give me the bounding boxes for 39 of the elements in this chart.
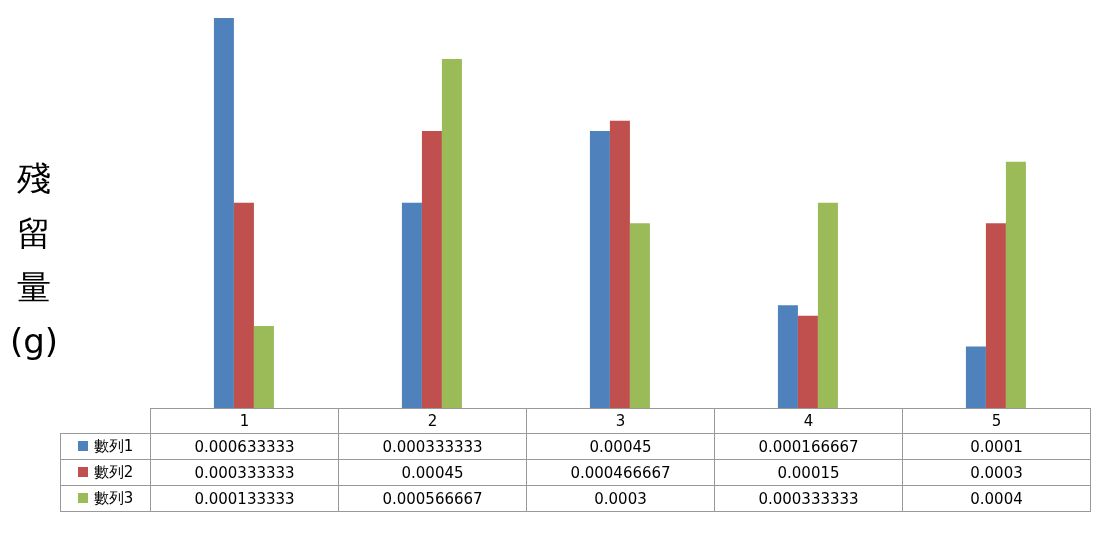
bar (609, 120, 630, 408)
data-label: 0.00015 (714, 459, 903, 486)
bar (233, 202, 254, 408)
x-tick-label: 5 (902, 408, 1091, 434)
y-axis-title: 殘留量(g) (8, 157, 60, 364)
bar (629, 223, 650, 408)
data-label: 0.0003 (902, 459, 1091, 486)
bar (213, 18, 234, 408)
data-label: 0.000466667 (526, 459, 715, 486)
legend-label: 數列1 (60, 433, 151, 460)
data-label: 0.000133333 (150, 485, 339, 512)
bar (421, 130, 442, 408)
bar (797, 315, 818, 408)
bar (589, 130, 610, 408)
x-tick-label: 1 (150, 408, 339, 434)
data-label: 0.000333333 (150, 459, 339, 486)
data-label: 0.000633333 (150, 433, 339, 460)
bar (985, 223, 1006, 408)
data-label: 0.0001 (902, 433, 1091, 460)
bar (1005, 161, 1026, 408)
bar (817, 202, 838, 408)
bar (401, 202, 422, 408)
x-tick-label: 3 (526, 408, 715, 434)
bar (441, 59, 462, 408)
data-label: 0.00045 (526, 433, 715, 460)
data-label: 0.0003 (526, 485, 715, 512)
bar (965, 346, 986, 408)
legend-label: 數列3 (60, 485, 151, 512)
data-label: 0.0004 (902, 485, 1091, 512)
legend-label: 數列2 (60, 459, 151, 486)
x-tick-label: 2 (338, 408, 527, 434)
data-label: 0.000333333 (338, 433, 527, 460)
bar (253, 325, 274, 408)
data-label: 0.000333333 (714, 485, 903, 512)
data-label: 0.000166667 (714, 433, 903, 460)
data-label: 0.00045 (338, 459, 527, 486)
bar (777, 305, 798, 408)
data-label: 0.000566667 (338, 485, 527, 512)
x-tick-label: 4 (714, 408, 903, 434)
